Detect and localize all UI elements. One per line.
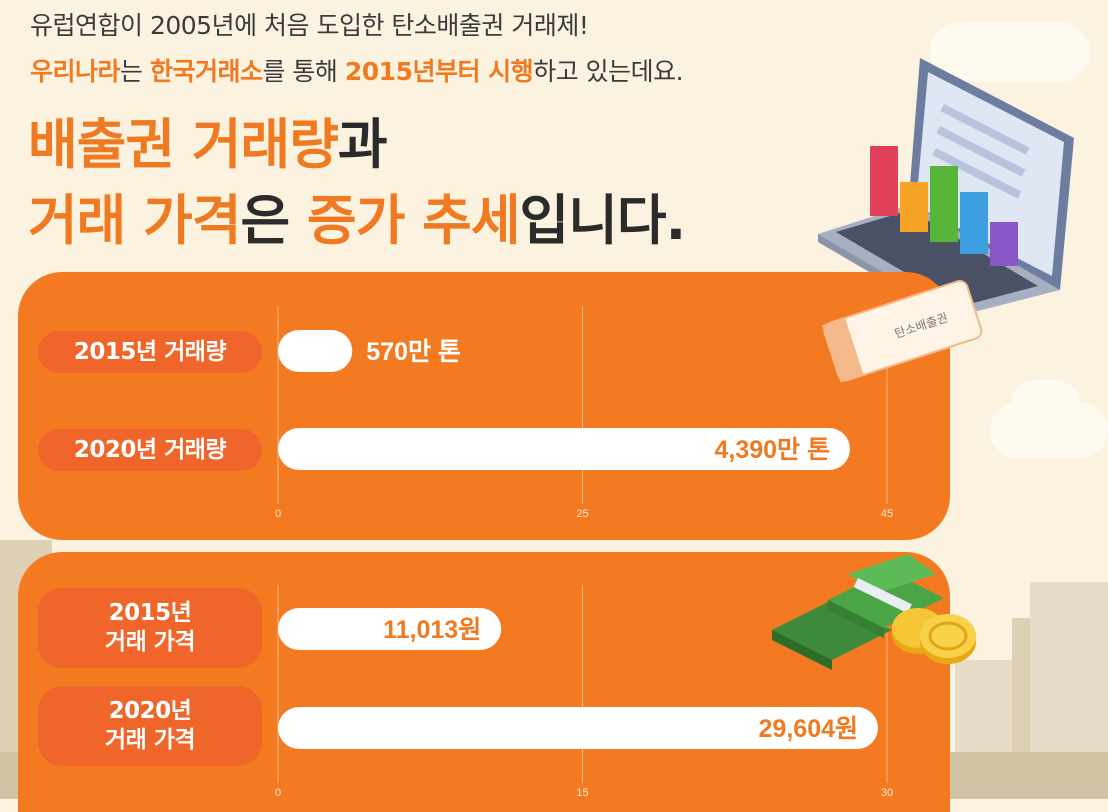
category-label-2020-volume: 2020년 거래량 <box>38 429 262 471</box>
tick-label: 30 <box>881 787 893 799</box>
laptop-chart-icon <box>818 58 1074 314</box>
volume-chart-panel <box>18 272 950 540</box>
money-coins-icon <box>772 554 976 670</box>
ticket-icon: 탄소배출권 <box>822 280 983 383</box>
bar <box>278 330 353 372</box>
headline-line-1: 배출권 거래량과 <box>28 113 388 176</box>
building <box>955 660 1015 760</box>
tick-label: 15 <box>576 787 588 799</box>
tick-label: 0 <box>275 508 281 520</box>
tick-label: 45 <box>881 508 893 520</box>
intro-line-2: 우리나라는 한국거래소를 통해 2015년부터 시행하고 있는데요. <box>30 57 684 86</box>
headline-line-2: 거래 가격은 증가 추세입니다. <box>28 189 686 252</box>
cloud <box>930 22 1090 82</box>
highlight-korea: 우리나라 <box>30 57 121 86</box>
tick-label: 0 <box>275 787 281 799</box>
highlight-krx: 한국거래소 <box>149 57 263 86</box>
cloud <box>1010 380 1080 430</box>
tick-label: 25 <box>576 508 588 520</box>
category-label-2020-price: 2020년 거래 가격 <box>38 686 262 766</box>
bar-value-label: 11,013원 <box>383 616 481 644</box>
highlight-since-2015: 2015년부터 시행 <box>344 57 534 86</box>
intro-line-1: 유럽연합이 2005년에 처음 도입한 탄소배출권 거래제! <box>30 11 589 40</box>
category-label-2015-volume: 2015년 거래량 <box>38 331 262 373</box>
bar-value-label: 570만 톤 <box>366 338 461 366</box>
building <box>1030 582 1108 762</box>
category-label-2015-price: 2015년 거래 가격 <box>38 588 262 668</box>
bar <box>278 707 878 749</box>
bar <box>278 428 850 470</box>
bar-value-label: 29,604원 <box>759 715 858 743</box>
bar <box>278 608 502 650</box>
bar-value-label: 4,390만 톤 <box>714 436 830 464</box>
